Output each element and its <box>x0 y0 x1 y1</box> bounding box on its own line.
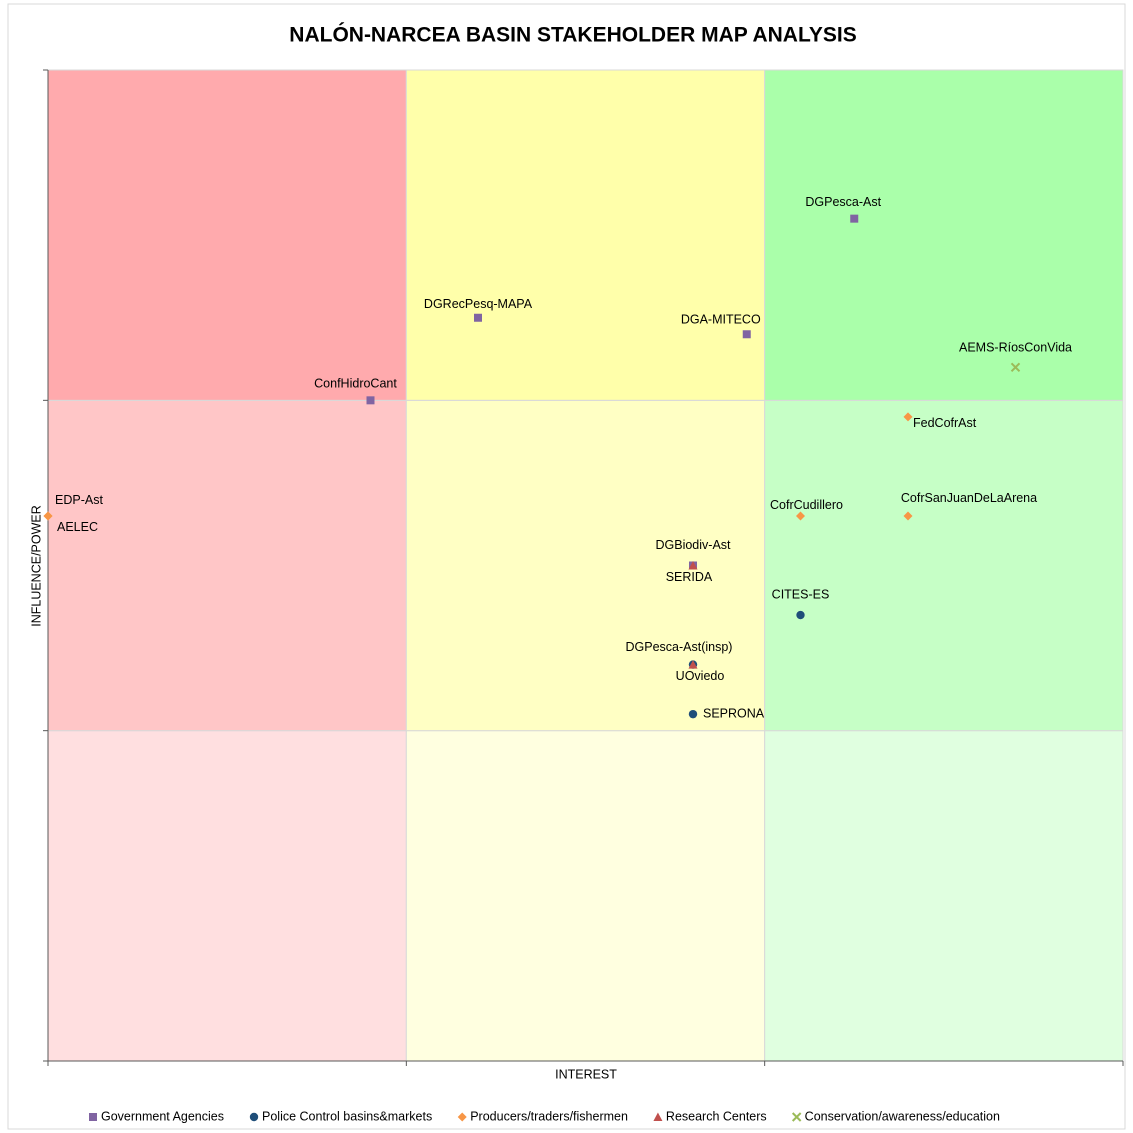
point <box>688 660 698 669</box>
point <box>903 412 913 422</box>
point-label: CofrSanJuanDeLaArena <box>901 491 1037 505</box>
legend-marker <box>653 1112 663 1121</box>
point-label: FedCofrAst <box>913 416 977 430</box>
point-label: CITES-ES <box>772 587 830 601</box>
chart-border <box>7 3 1126 1130</box>
point <box>796 610 805 620</box>
legend-marker <box>457 1112 467 1122</box>
legend-label: Police Control basins&markets <box>262 1109 432 1123</box>
point-label: DGA-MITECO <box>681 313 761 327</box>
legend-label: Conservation/awareness/education <box>805 1109 1000 1123</box>
quadrant <box>47 399 407 732</box>
legend-marker <box>89 1113 97 1121</box>
point-label: DGPesca-Ast <box>805 195 881 209</box>
point-label: DGBiodiv-Ast <box>655 538 731 552</box>
point-label: EDP-Ast <box>55 493 103 507</box>
point-label: CofrCudillero <box>770 498 843 512</box>
legend-label: Government Agencies <box>101 1109 224 1123</box>
point <box>688 709 698 719</box>
chart-title: NALÓN-NARCEA BASIN STAKEHOLDER MAP ANALY… <box>289 23 856 47</box>
point-label: SERIDA <box>666 570 713 584</box>
quadrant <box>405 730 766 1062</box>
point <box>688 561 698 570</box>
point-label: AEMS-RíosConVida <box>959 341 1072 355</box>
point-label: ConfHidroCant <box>314 377 397 391</box>
legend-label: Research Centers <box>666 1109 767 1123</box>
point <box>366 396 375 405</box>
point-label: UOviedo <box>676 669 725 683</box>
point-label: AELEC <box>57 520 98 534</box>
point <box>43 511 53 521</box>
point-label: DGRecPesq-MAPA <box>424 297 533 311</box>
point-label: SEPRONA <box>703 706 765 720</box>
point-label: DGPesca-Ast(insp) <box>626 640 733 654</box>
legend-label: Producers/traders/fishermen <box>470 1109 628 1123</box>
quadrant <box>764 730 1124 1062</box>
quadrant <box>47 69 407 401</box>
legend-marker <box>791 1112 802 1122</box>
quadrant <box>764 69 1124 401</box>
point <box>742 330 751 339</box>
point <box>474 313 482 322</box>
point <box>850 214 859 223</box>
point <box>903 511 913 521</box>
legend-marker <box>249 1112 259 1122</box>
quadrant <box>47 730 407 1062</box>
y-axis-label: INFLUENCE/POWER <box>29 505 43 627</box>
quadrant <box>764 399 1124 732</box>
quadrant <box>405 69 766 401</box>
point <box>1010 362 1021 373</box>
x-axis-label: INTEREST <box>555 1067 617 1081</box>
legend: Government Agencies Police Control basins… <box>101 1109 1000 1123</box>
point <box>796 511 805 521</box>
